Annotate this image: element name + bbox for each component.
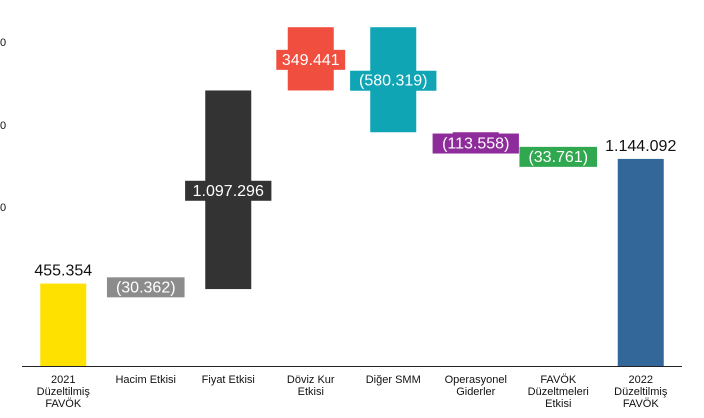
value-label: 455.354 [34,263,92,280]
value-label-bg [432,133,519,154]
category-labels: 2021 Düzeltilmiş FAVÖK Hacim Etkisi Fiyat Et… [37,374,668,410]
value-label: 349.441 [282,52,340,69]
value-label: 1.144.092 [605,138,676,155]
value-labels: 455.354 (30.362) 1.097.296 349.441 (580.319)… [34,49,676,298]
value-label: (580.319) [359,73,428,90]
value-label-bg [519,146,598,167]
y-tick-labels: 0 0 0 [0,37,6,214]
value-label: (30.362) [116,279,176,296]
value-label: (113.558) [442,136,509,153]
value-label-bg [106,277,185,298]
category-label: 2022 Düzeltilmiş FAVÖK [614,374,668,410]
value-label-bg [276,49,346,70]
value-label: (33.761) [528,149,588,166]
bar [40,283,87,366]
category-label: Fiyat Etkisi [202,374,255,386]
value-label: 1.097.296 [193,183,264,200]
y-tick-label: 0 [0,120,6,132]
category-label: Hacim Etkisi [115,374,176,386]
category-label: Döviz Kur Etkisi [287,374,335,398]
category-label: Operasyonel Giderler [445,374,507,398]
category-label: Diğer SMM [366,374,421,386]
value-label-bg [185,180,272,201]
category-label: 2021 Düzeltilmiş FAVÖK [37,374,91,410]
bar [617,158,664,366]
y-tick-label: 0 [0,202,6,214]
value-label-bg [350,70,437,91]
y-tick-label: 0 [0,37,6,49]
category-label: FAVÖK Düzeltmeleri Etkisi [528,374,589,410]
